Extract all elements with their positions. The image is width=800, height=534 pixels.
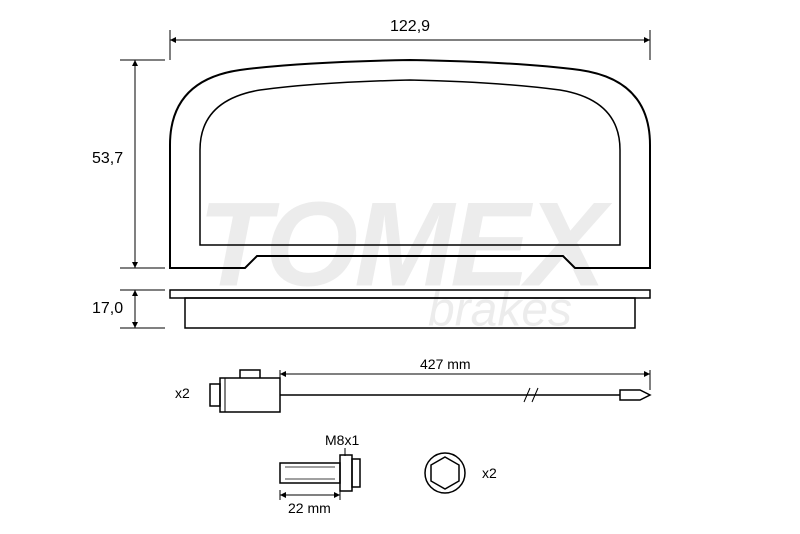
brake-pad-side: [170, 290, 650, 328]
label-bolt-qty: x2: [482, 465, 497, 481]
label-bolt-length: 22 mm: [288, 500, 331, 516]
label-width: 122,9: [390, 18, 430, 36]
bolt-side: [280, 448, 360, 500]
label-bolt-thread: M8x1: [325, 432, 359, 448]
label-wire-qty: x2: [175, 385, 190, 401]
label-thickness: 17,0: [92, 300, 123, 318]
dim-thickness: [120, 290, 165, 328]
wear-sensor: [210, 370, 650, 412]
dim-height: [120, 60, 165, 268]
label-wire-length: 427 mm: [420, 356, 471, 372]
label-height: 53,7: [92, 150, 123, 168]
brake-pad-front: [170, 60, 650, 268]
bolt-hex: [425, 453, 465, 493]
technical-drawing: [0, 0, 800, 534]
